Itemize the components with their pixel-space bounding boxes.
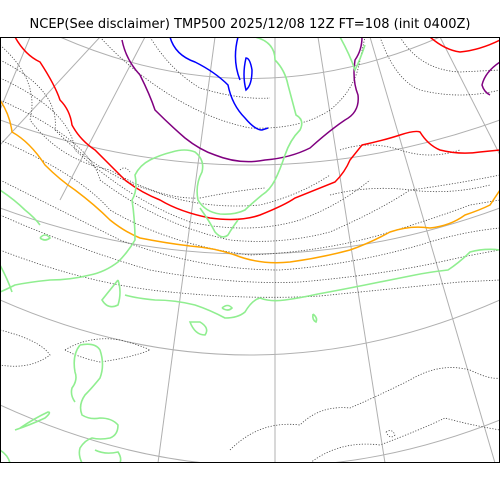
contour-line xyxy=(14,37,500,221)
longitude-line xyxy=(157,37,216,463)
coastline xyxy=(329,184,491,196)
latitude-line xyxy=(0,119,500,166)
coastline xyxy=(64,338,151,363)
contour-line xyxy=(94,449,122,463)
contour-orange xyxy=(0,99,500,264)
map-content xyxy=(0,37,500,463)
contour-line xyxy=(429,37,500,53)
contour-line xyxy=(199,207,239,238)
contour-line xyxy=(312,313,318,324)
contour-line xyxy=(78,343,119,463)
longitude-lines xyxy=(0,37,500,463)
longitude-line xyxy=(0,37,31,111)
contour-line xyxy=(0,189,41,226)
map-title: NCEP(See disclaimer) TMP500 2025/12/08 1… xyxy=(29,17,471,32)
coastline xyxy=(0,77,371,229)
latitude-line xyxy=(0,299,500,356)
coastline xyxy=(0,329,51,367)
latitude-line xyxy=(59,37,441,79)
longitude-line xyxy=(0,37,101,146)
contour-line xyxy=(188,321,208,336)
contour-line xyxy=(169,37,269,131)
map-frame xyxy=(0,37,500,463)
latitude-line xyxy=(0,207,500,255)
coastline xyxy=(385,430,396,438)
coastlines xyxy=(0,37,500,463)
coastline xyxy=(399,37,500,73)
contour-line xyxy=(339,37,366,73)
contour-blue xyxy=(169,37,269,131)
contour-line xyxy=(243,57,253,92)
contour-light-green xyxy=(0,37,500,463)
coastline xyxy=(379,37,500,96)
coastline xyxy=(309,417,500,463)
coastline xyxy=(229,367,500,451)
contour-line xyxy=(0,264,13,293)
latitude-lines xyxy=(0,37,500,463)
contour-line xyxy=(124,248,500,319)
coastline xyxy=(0,99,500,242)
contour-line xyxy=(70,344,81,403)
coastline xyxy=(0,139,500,256)
coastline xyxy=(0,179,500,271)
contour-line xyxy=(481,61,500,96)
contour-line xyxy=(234,37,241,81)
contour-purple xyxy=(121,37,500,163)
contour-red xyxy=(14,37,500,221)
contour-line xyxy=(39,234,52,241)
longitude-line xyxy=(369,37,496,463)
coastline xyxy=(339,144,461,156)
latitude-line xyxy=(0,404,500,463)
coastline xyxy=(119,167,131,173)
coastline xyxy=(99,37,366,129)
contour-line xyxy=(121,37,363,163)
longitude-line xyxy=(439,37,500,156)
contour-line xyxy=(0,37,303,293)
contour-line xyxy=(0,99,500,264)
contour-line xyxy=(0,449,11,463)
coastline xyxy=(0,214,500,283)
coastline xyxy=(149,37,271,99)
contour-line xyxy=(101,279,121,308)
contour-line xyxy=(14,411,51,431)
contour-line xyxy=(221,304,234,311)
coastline xyxy=(0,59,331,207)
longitude-line xyxy=(59,37,146,201)
